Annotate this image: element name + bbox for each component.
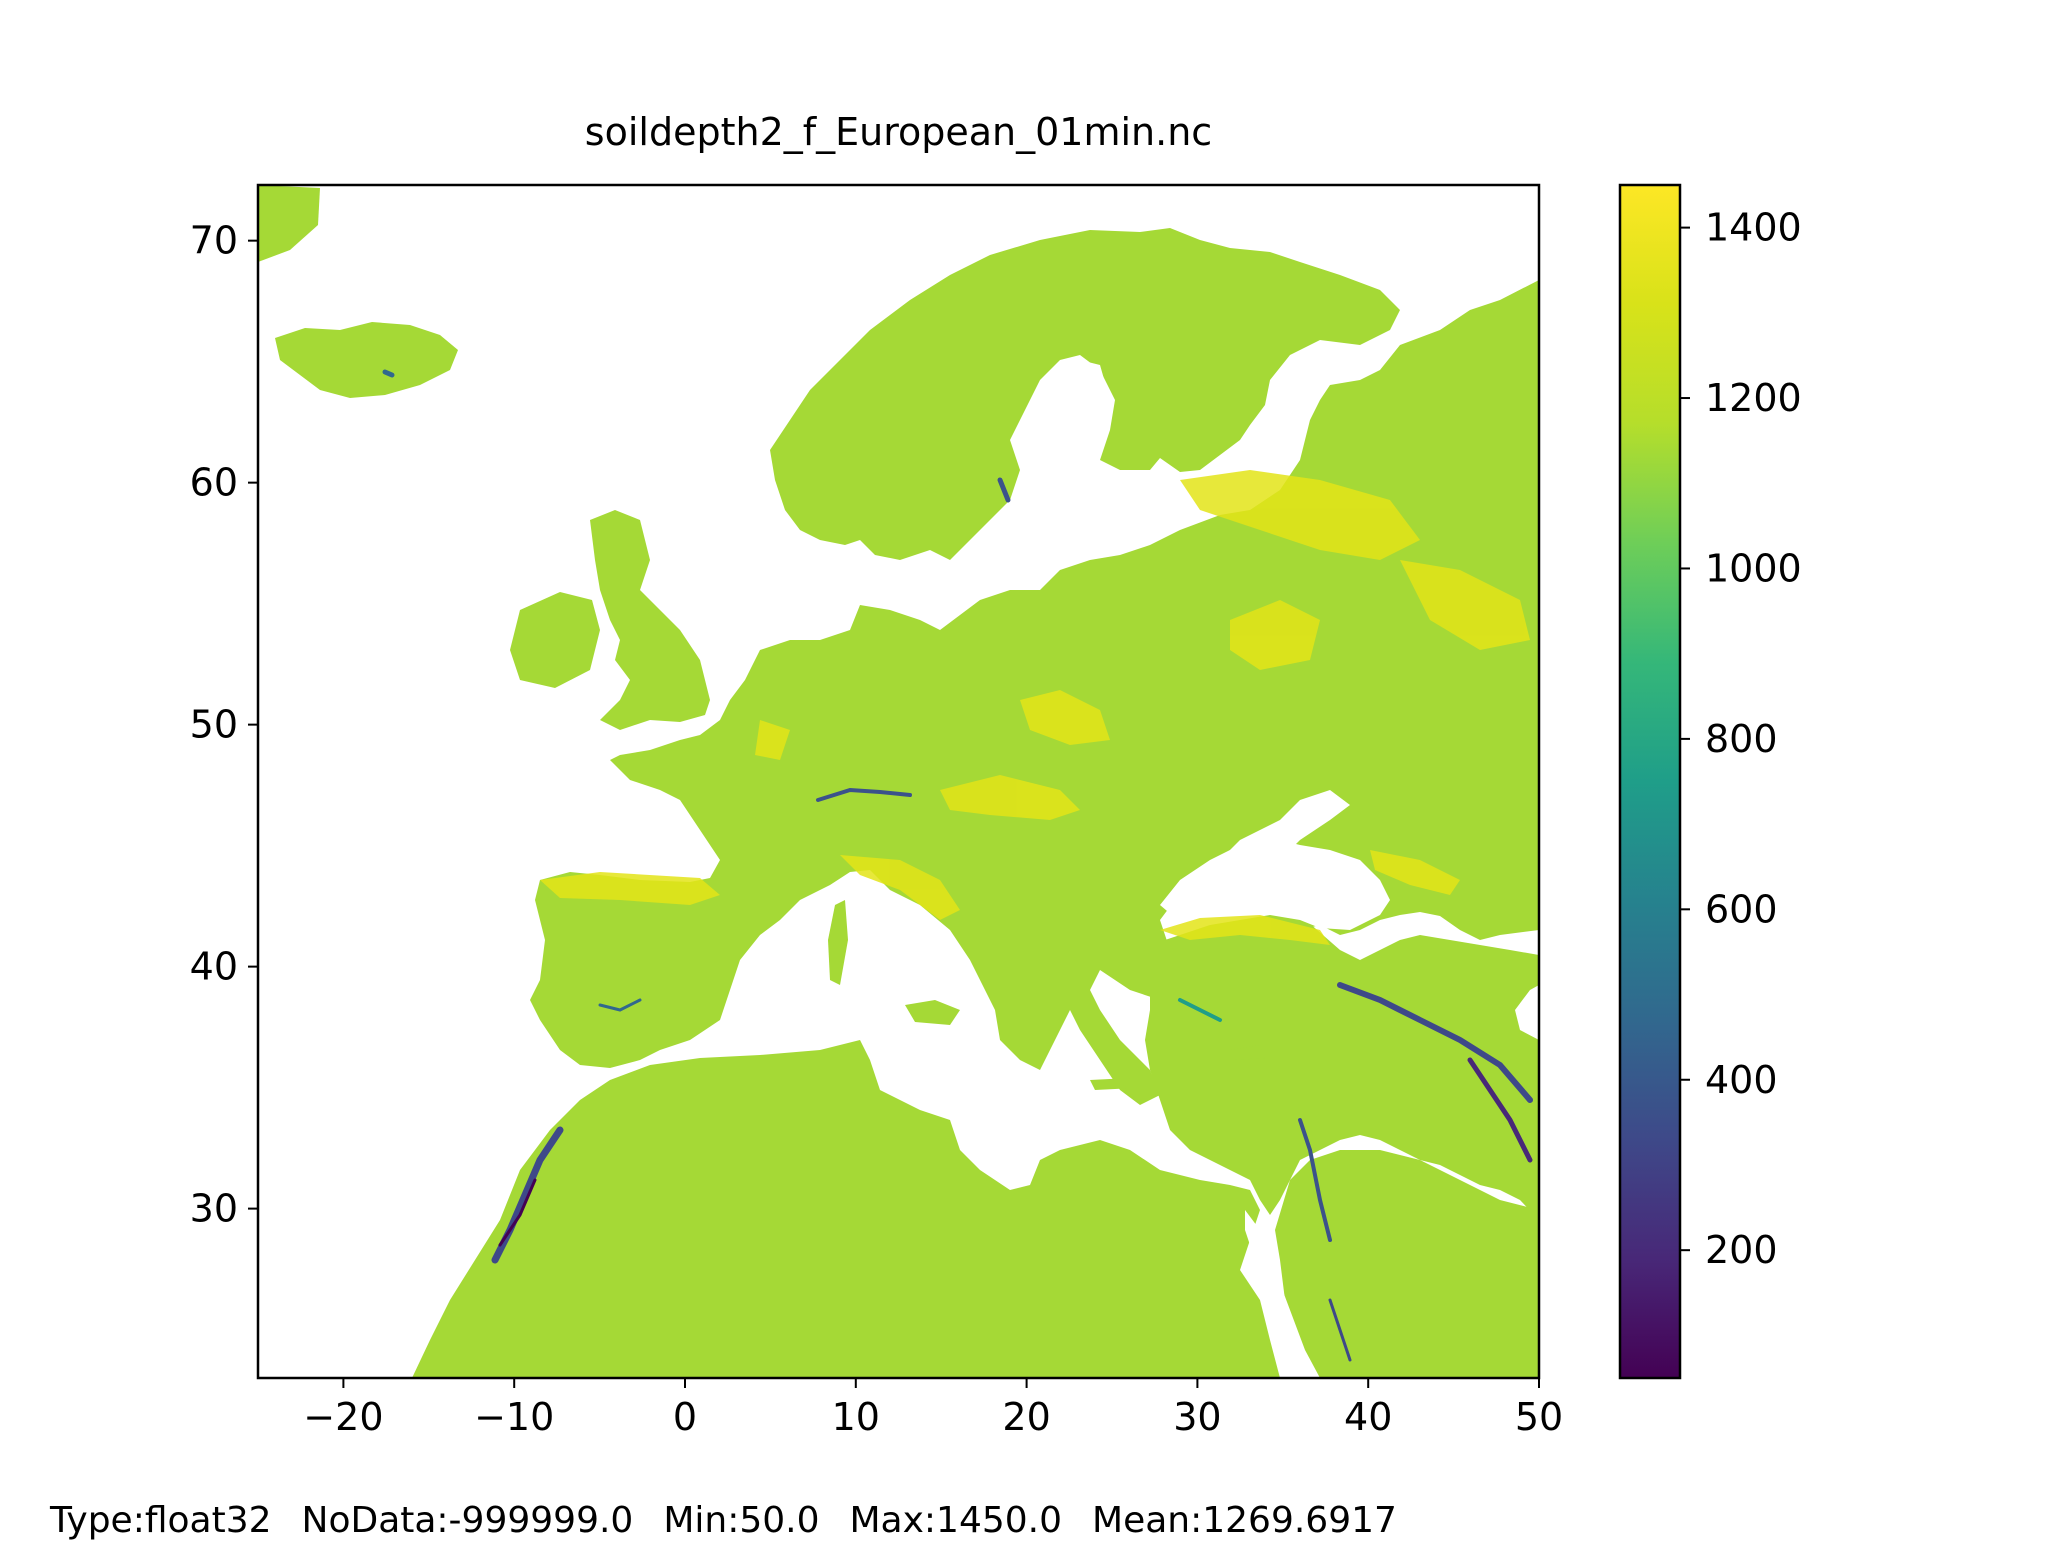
greenland-region [258,185,320,262]
x-tick-label: −10 [474,1395,554,1439]
colorbar [1618,183,1682,1380]
arabia-region [1275,1150,1539,1378]
white-sea [1280,355,1330,398]
y-tick-label: 50 [190,703,238,747]
iceland-region [275,322,458,398]
north-africa-region [412,1040,1280,1378]
y-tick-label: 70 [190,219,238,263]
colorbar-tick-label: 200 [1705,1228,1778,1272]
britain-region [590,510,710,730]
caspian-sea [1515,985,1539,1040]
x-tick-label: 20 [1002,1395,1050,1439]
stats-type: Type:float32 [50,1500,272,1541]
raster-stats: Type:float32 NoData:-999999.0 Min:50.0 Max:… [50,1500,1427,1541]
cyprus [1230,1045,1265,1060]
colorbar-tick-label: 1000 [1705,546,1802,590]
x-tick-label: −20 [303,1395,383,1439]
colorbar-tick-label: 1400 [1705,206,1802,250]
high-value-patches [540,470,1530,945]
crete [1090,1078,1135,1090]
anatolia-region [1145,910,1539,1220]
gulf-of-bothnia [1048,360,1110,470]
stats-mean: Mean:1269.6917 [1092,1500,1397,1541]
colorbar-tick-label: 400 [1705,1058,1778,1102]
colorbar-axis: 200 400 600 800 1000 1200 1400 [1680,206,1802,1272]
y-tick-label: 60 [190,461,238,505]
x-axis: −20 −10 0 10 20 30 40 50 [303,1378,1563,1439]
stats-nodata: NoData:-999999.0 [301,1500,634,1541]
stats-min: Min:50.0 [663,1500,820,1541]
scandinavia-region [770,228,1400,560]
x-tick-label: 30 [1173,1395,1221,1439]
sicily [905,1000,960,1025]
x-tick-label: 40 [1344,1395,1392,1439]
colorbar-tick-label: 1200 [1705,376,1802,420]
low-value-streaks [382,369,1533,1362]
chart-title: soildepth2_f_European_01min.nc [584,110,1213,154]
colorbar-tick-label: 800 [1705,717,1778,761]
y-tick-label: 30 [190,1187,238,1231]
y-tick-label: 40 [190,945,238,989]
colorbar-tick-label: 600 [1705,887,1778,931]
corsica-sardinia [828,900,848,985]
heatmap-raster [258,185,1539,1378]
black-sea [1160,835,1390,930]
stats-max: Max:1450.0 [849,1500,1063,1541]
x-tick-label: 0 [673,1395,697,1439]
y-axis: 30 40 50 60 70 [190,219,258,1231]
x-tick-label: 10 [832,1395,880,1439]
plot-frame [256,183,1541,1380]
ireland-region [510,592,600,688]
red-sea [1245,1210,1320,1378]
x-tick-label: 50 [1515,1395,1563,1439]
